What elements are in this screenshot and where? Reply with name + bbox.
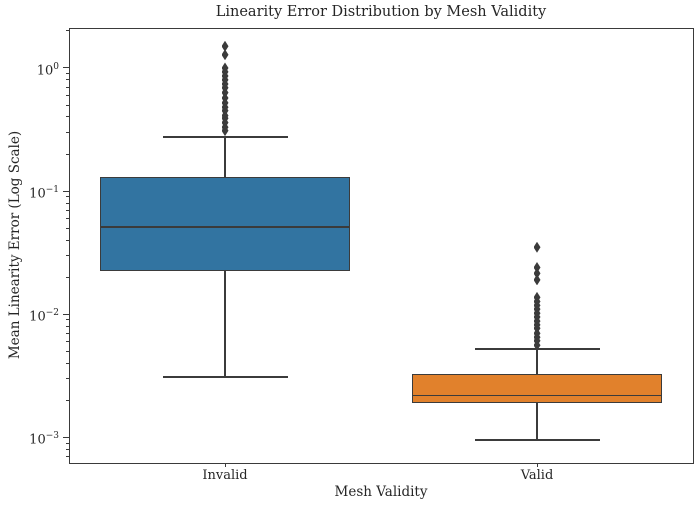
y-minor-tick xyxy=(65,332,69,334)
chart-title: Linearity Error Distribution by Mesh Val… xyxy=(215,4,547,20)
y-minor-tick xyxy=(65,362,69,364)
y-major-tick xyxy=(63,67,69,69)
median-invalid xyxy=(100,226,350,228)
y-minor-tick xyxy=(65,73,69,75)
x-axis-label: Mesh Validity xyxy=(334,484,428,500)
y-minor-tick xyxy=(65,276,69,278)
y-minor-tick xyxy=(65,209,69,211)
outlier-valid xyxy=(533,339,541,351)
y-minor-tick xyxy=(65,255,69,256)
y-minor-tick xyxy=(65,399,69,401)
y-minor-tick xyxy=(65,341,69,343)
y-minor-tick xyxy=(65,325,69,327)
plot-area xyxy=(69,28,694,464)
outlier-invalid xyxy=(221,125,229,137)
y-minor-tick xyxy=(65,456,69,457)
whisker-cap-bottom-invalid xyxy=(162,376,288,378)
y-major-tick xyxy=(63,313,69,315)
y-minor-tick xyxy=(65,94,69,96)
whisker-cap-bottom-valid xyxy=(474,439,600,441)
whisker-upper-valid xyxy=(536,349,538,374)
y-major-tick xyxy=(63,190,69,192)
outlier-invalid xyxy=(221,40,229,52)
y-minor-tick xyxy=(65,196,69,198)
y-minor-tick xyxy=(65,202,69,204)
y-minor-tick xyxy=(65,116,69,118)
outlier-valid xyxy=(533,241,541,253)
outlier-valid xyxy=(533,274,541,286)
y-minor-tick xyxy=(65,239,69,241)
y-minor-tick xyxy=(65,217,69,219)
y-tick-label: 10−3 xyxy=(29,431,59,448)
x-tick xyxy=(536,463,538,467)
y-minor-tick xyxy=(65,104,69,106)
box-valid xyxy=(412,373,662,404)
median-valid xyxy=(412,394,662,396)
y-minor-tick xyxy=(65,350,69,352)
y-minor-tick xyxy=(65,30,69,32)
y-minor-tick xyxy=(65,442,69,444)
whisker-upper-invalid xyxy=(224,136,226,177)
outlier-valid xyxy=(533,261,541,273)
whisker-lower-valid xyxy=(536,403,538,441)
outlier-valid xyxy=(533,267,541,279)
y-minor-tick xyxy=(65,79,69,81)
y-tick-label: 10−2 xyxy=(29,308,59,325)
y-minor-tick xyxy=(65,86,69,88)
y-major-tick xyxy=(63,436,69,438)
y-tick-label: 10−1 xyxy=(29,185,59,202)
y-minor-tick xyxy=(65,153,69,155)
box-invalid xyxy=(100,176,350,272)
x-tick-label-invalid: Invalid xyxy=(202,468,248,483)
outlier-invalid xyxy=(221,49,229,61)
y-minor-tick xyxy=(65,227,69,229)
y-tick-label: 100 xyxy=(36,61,59,79)
y-minor-tick xyxy=(65,378,69,380)
x-tick xyxy=(224,463,226,467)
y-minor-tick xyxy=(65,131,69,133)
whisker-lower-invalid xyxy=(224,271,226,377)
y-minor-tick xyxy=(65,319,69,321)
y-minor-tick xyxy=(65,448,69,450)
x-tick-label-valid: Valid xyxy=(520,468,554,483)
whisker-cap-top-invalid xyxy=(162,136,288,138)
